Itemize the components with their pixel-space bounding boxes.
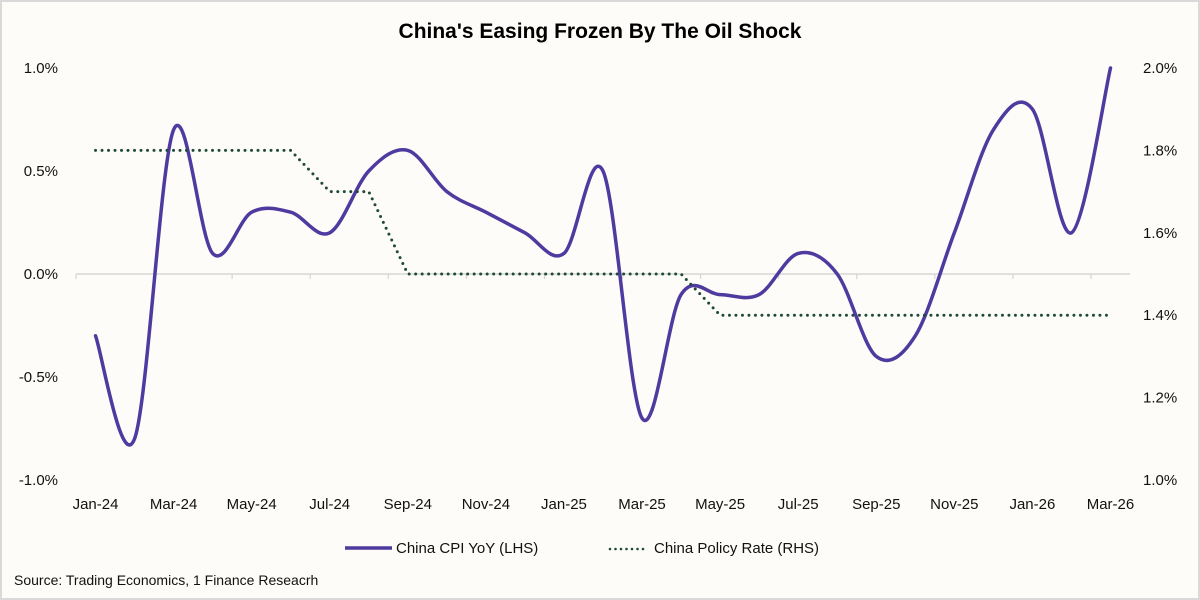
legend-label-policy-rate: China Policy Rate (RHS) bbox=[654, 540, 819, 557]
y-axis-right: 2.0% 1.8% 1.6% 1.4% 1.2% 1.0% bbox=[1143, 60, 1177, 489]
series-group bbox=[93, 66, 1113, 447]
y-right-tick-label: 1.6% bbox=[1143, 225, 1177, 242]
x-tick-label: Jan-26 bbox=[1009, 496, 1055, 513]
y-right-tick-label: 1.2% bbox=[1143, 390, 1177, 407]
x-tick-label: Sep-25 bbox=[852, 496, 900, 513]
chart-title: China's Easing Frozen By The Oil Shock bbox=[399, 20, 802, 43]
x-tick-label: Mar-24 bbox=[150, 496, 198, 513]
y-left-tick-label: 0.5% bbox=[24, 163, 58, 180]
y-left-tick-label: 0.0% bbox=[24, 266, 58, 283]
series-line-cpi bbox=[93, 66, 1113, 447]
x-tick-label: Jul-24 bbox=[309, 496, 350, 513]
x-axis: Jan-24 Mar-24 May-24 Jul-24 Sep-24 Nov-24 Jan-… bbox=[73, 273, 1135, 513]
y-right-tick-label: 1.4% bbox=[1143, 307, 1177, 324]
x-tick-label: Mar-25 bbox=[618, 496, 666, 513]
source-note: Source: Trading Economics, 1 Finance Res… bbox=[14, 572, 318, 588]
x-tick-label: Sep-24 bbox=[384, 496, 432, 513]
y-left-tick-label: -0.5% bbox=[19, 369, 58, 386]
series-line-policy-rate bbox=[94, 148, 1112, 317]
y-left-tick-label: -1.0% bbox=[19, 472, 58, 489]
y-right-tick-label: 1.0% bbox=[1143, 472, 1177, 489]
x-tick-label: May-24 bbox=[227, 496, 277, 513]
x-tick-label: Jan-25 bbox=[541, 496, 587, 513]
x-tick-label: Mar-26 bbox=[1087, 496, 1135, 513]
x-tick-label: Jan-24 bbox=[73, 496, 119, 513]
x-tick-label: Jul-25 bbox=[778, 496, 819, 513]
y-right-tick-label: 1.8% bbox=[1143, 142, 1177, 159]
y-axis-left: 1.0% 0.5% 0.0% -0.5% -1.0% bbox=[19, 60, 58, 489]
x-tick-label: Nov-25 bbox=[930, 496, 978, 513]
x-tick-label: May-25 bbox=[695, 496, 745, 513]
x-tick-label: Nov-24 bbox=[462, 496, 510, 513]
y-right-tick-label: 2.0% bbox=[1143, 60, 1177, 77]
legend: China CPI YoY (LHS) China Policy Rate (RH… bbox=[345, 540, 819, 557]
legend-label-cpi: China CPI YoY (LHS) bbox=[396, 540, 538, 557]
y-left-tick-label: 1.0% bbox=[24, 60, 58, 77]
